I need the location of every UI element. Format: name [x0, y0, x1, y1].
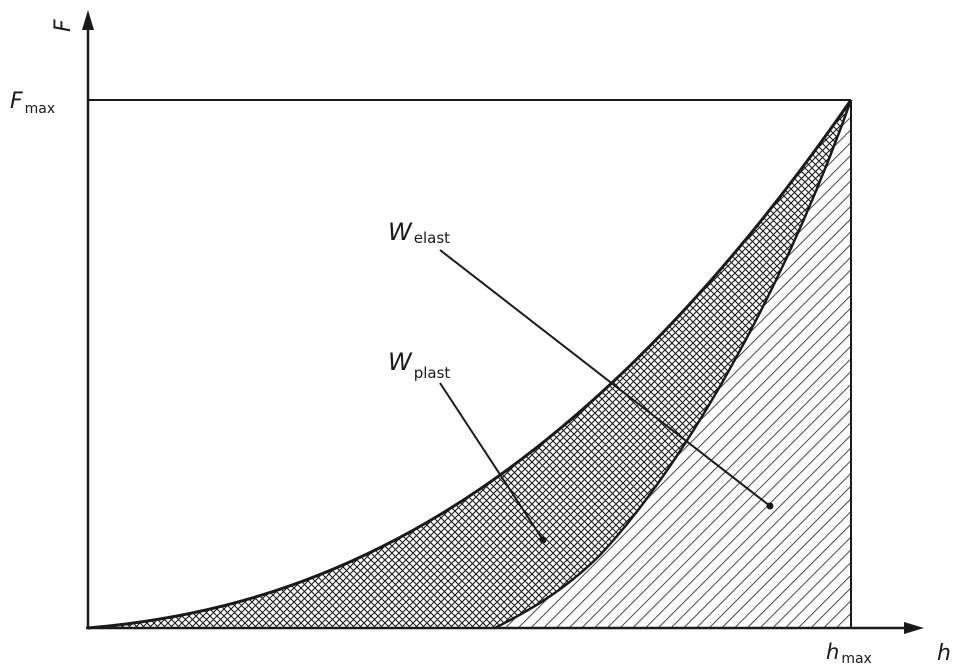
h-max-label: h max: [826, 640, 872, 667]
unloading-curve: [494, 99, 853, 630]
w-elast-leader: [439, 249, 771, 507]
x-axis-label: h: [937, 641, 951, 666]
w-elast-leader-dot: [766, 502, 774, 510]
y-axis-arrow: [82, 10, 94, 30]
loading-curve: [87, 99, 853, 630]
y-axis-label: F: [51, 19, 76, 32]
w-plast-leader-dot: [539, 536, 547, 544]
x-axis-arrow: [904, 622, 924, 634]
elastic-work-region: [495, 100, 851, 628]
w-plast-leader: [439, 382, 544, 541]
plastic-work-region: [88, 100, 851, 628]
